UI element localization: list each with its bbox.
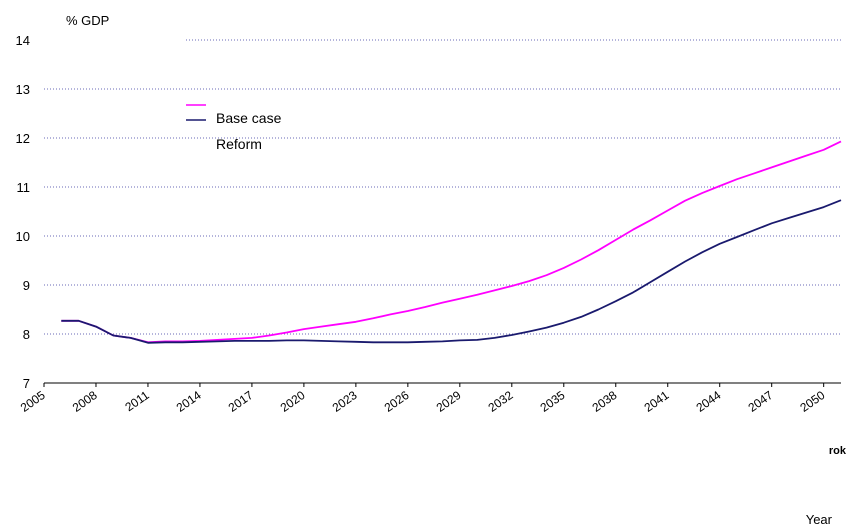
y-tick-label-8: 8 bbox=[23, 327, 30, 342]
y-tick-labels: 7 8 9 10 11 12 13 14 bbox=[16, 33, 30, 391]
x-tick-label-2011: 2011 bbox=[123, 388, 152, 414]
x-tick-labels: 2005 2008 2011 2014 2017 2020 2023 2026 2029 2032… bbox=[18, 388, 828, 415]
x-tick-label-2023: 2023 bbox=[330, 388, 360, 415]
legend-label-reform: Reform bbox=[216, 136, 262, 152]
series-lines bbox=[61, 140, 842, 344]
chart-caption-year: Year bbox=[805, 512, 832, 527]
x-tick-label-2038: 2038 bbox=[590, 388, 620, 415]
x-tick-label-2035: 2035 bbox=[538, 388, 568, 415]
y-tick-label-7: 7 bbox=[23, 376, 30, 391]
legend: Base case Reform bbox=[186, 104, 282, 152]
x-tick-label-2017: 2017 bbox=[226, 388, 256, 415]
x-tick-label-2041: 2041 bbox=[642, 388, 672, 415]
y-tick-label-9: 9 bbox=[23, 278, 30, 293]
y-tick-label-11: 11 bbox=[17, 180, 31, 195]
y-tick-label-14: 14 bbox=[16, 33, 30, 48]
x-tick-label-2029: 2029 bbox=[434, 388, 464, 415]
axes bbox=[43, 382, 841, 387]
x-tick-label-2047: 2047 bbox=[746, 388, 776, 415]
x-tick-label-2032: 2032 bbox=[486, 388, 516, 415]
y-tick-label-12: 12 bbox=[16, 131, 30, 146]
x-tick-label-2008: 2008 bbox=[70, 388, 100, 415]
y-axis-unit-label: % GDP bbox=[66, 13, 109, 28]
series-line-reform bbox=[61, 199, 842, 344]
x-tick-label-2050: 2050 bbox=[797, 388, 827, 415]
legend-label-base-case: Base case bbox=[216, 110, 282, 126]
y-tick-label-10: 10 bbox=[16, 229, 30, 244]
gridlines bbox=[44, 39, 841, 335]
x-tick-label-2005: 2005 bbox=[18, 388, 48, 415]
x-tick-label-2026: 2026 bbox=[382, 388, 412, 415]
x-tick-label-2020: 2020 bbox=[278, 388, 308, 415]
x-tick-label-2014: 2014 bbox=[174, 388, 204, 415]
y-tick-label-13: 13 bbox=[16, 82, 30, 97]
x-axis-label: rok bbox=[829, 445, 847, 457]
x-tick-label-2044: 2044 bbox=[694, 388, 724, 415]
